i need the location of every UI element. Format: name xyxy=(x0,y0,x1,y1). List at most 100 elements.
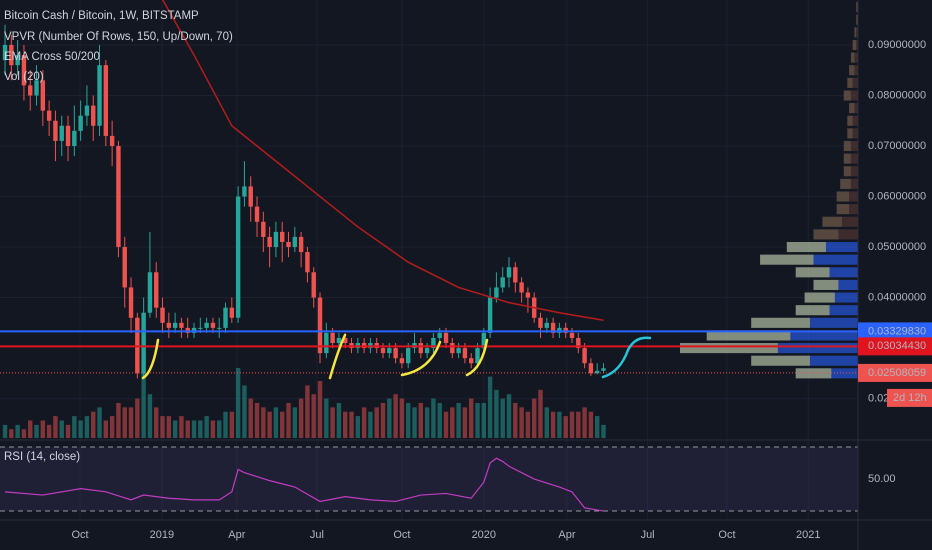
price-label: 0.02508059 xyxy=(868,367,926,379)
candle-body xyxy=(261,221,266,237)
volume-bar xyxy=(34,424,39,438)
candle-body xyxy=(40,80,46,111)
vpvr-down xyxy=(850,153,858,164)
volume-bar xyxy=(292,407,298,438)
vpvr-up xyxy=(849,103,855,114)
vpvr-up xyxy=(843,140,851,152)
x-tick-label: Oct xyxy=(393,529,410,541)
candle-body xyxy=(204,322,209,328)
volume-bar xyxy=(330,407,335,438)
volume-bar xyxy=(424,407,430,438)
candle-body xyxy=(317,297,323,354)
candle-body xyxy=(588,363,594,374)
volume-bar xyxy=(248,398,253,438)
x-tick-label: Jul xyxy=(310,529,324,541)
vpvr-up xyxy=(840,178,851,189)
volume-bar xyxy=(286,402,291,438)
yellow-drawing xyxy=(328,333,347,380)
volume-bar xyxy=(210,420,216,438)
volume-bar xyxy=(128,407,134,438)
y-tick-label: 0.06000000 xyxy=(868,190,926,202)
candle-body xyxy=(242,186,247,197)
candle-body xyxy=(469,358,474,364)
volume-bar xyxy=(242,385,247,438)
vpvr-up xyxy=(847,77,853,88)
volume-bar xyxy=(317,381,323,438)
candle-body xyxy=(538,317,543,328)
ema-line xyxy=(161,0,604,322)
volume-bar xyxy=(9,429,14,438)
volume-bar xyxy=(487,376,493,438)
volume-bar xyxy=(53,416,58,438)
volume-bar xyxy=(368,411,373,438)
volume-bar xyxy=(601,424,606,438)
volume-bar xyxy=(506,394,512,438)
volume-bar xyxy=(431,398,436,438)
volume-bars xyxy=(2,367,606,438)
volume-bar xyxy=(267,411,272,438)
candle-body xyxy=(267,236,272,248)
candle-body xyxy=(217,327,222,329)
y-tick-label: 0.09000000 xyxy=(868,39,926,51)
vpvr-down xyxy=(849,204,858,215)
vpvr-up xyxy=(847,115,853,126)
candle-body xyxy=(185,327,190,333)
candle-body xyxy=(28,85,33,96)
volume-bar xyxy=(179,416,184,438)
volume-bar xyxy=(21,429,27,438)
candle-body xyxy=(393,348,398,359)
x-tick-label: 2020 xyxy=(472,529,496,541)
volume-bar xyxy=(116,402,121,438)
volume-bar xyxy=(103,420,109,438)
candle-body xyxy=(456,348,461,354)
candle-body xyxy=(443,332,449,344)
volume-bar xyxy=(311,394,316,438)
yellow-drawing xyxy=(465,338,489,377)
legend-entry: VPVR (Number Of Rows, 150, Up/Down, 70) xyxy=(4,31,233,43)
y-tick-label: 0.07000000 xyxy=(868,140,926,152)
candle-body xyxy=(324,332,329,354)
vpvr-down xyxy=(850,166,858,177)
volume-bar xyxy=(563,416,568,438)
volume-bar xyxy=(550,411,556,438)
candle-body xyxy=(500,277,505,288)
vpvr-down xyxy=(850,90,858,101)
volume-bar xyxy=(349,411,354,438)
vpvr-up xyxy=(843,153,851,164)
candle-body xyxy=(72,130,77,146)
vpvr-down xyxy=(809,317,858,328)
candle-body xyxy=(191,327,197,333)
volume-bar xyxy=(65,424,71,438)
volume-bar xyxy=(280,411,285,438)
price-label-box xyxy=(858,363,932,382)
candle-body xyxy=(475,348,480,364)
candle-body xyxy=(9,44,14,66)
volume-bar xyxy=(469,398,474,438)
volume-bar xyxy=(393,394,398,438)
candle-body xyxy=(97,65,102,126)
candle-body xyxy=(594,370,600,374)
vpvr-up xyxy=(822,216,842,227)
vpvr-down xyxy=(841,216,858,227)
volume-bar xyxy=(399,398,405,438)
volume-profile xyxy=(680,2,858,379)
candle-body xyxy=(103,65,109,136)
x-tick-label: Apr xyxy=(228,529,245,541)
candle-body xyxy=(78,115,83,131)
volume-bar xyxy=(531,398,537,438)
candle-body xyxy=(513,267,518,283)
volume-bar xyxy=(475,402,480,438)
candle-body xyxy=(122,247,127,288)
axes: Oct 2019 Apr Jul Oct 2020 Apr Jul Oct 2021 0.09000… xyxy=(71,39,932,541)
vpvr-up xyxy=(795,267,830,278)
vpvr-down xyxy=(850,178,858,189)
volume-bar xyxy=(513,402,518,438)
vpvr-up xyxy=(836,204,850,215)
vpvr-up xyxy=(813,279,839,290)
vpvr-down xyxy=(790,330,858,341)
candle-body xyxy=(223,307,228,328)
volume-bar xyxy=(437,402,442,438)
volume-bar xyxy=(78,420,83,438)
volume-bar xyxy=(235,367,241,438)
volume-bar xyxy=(443,411,449,438)
